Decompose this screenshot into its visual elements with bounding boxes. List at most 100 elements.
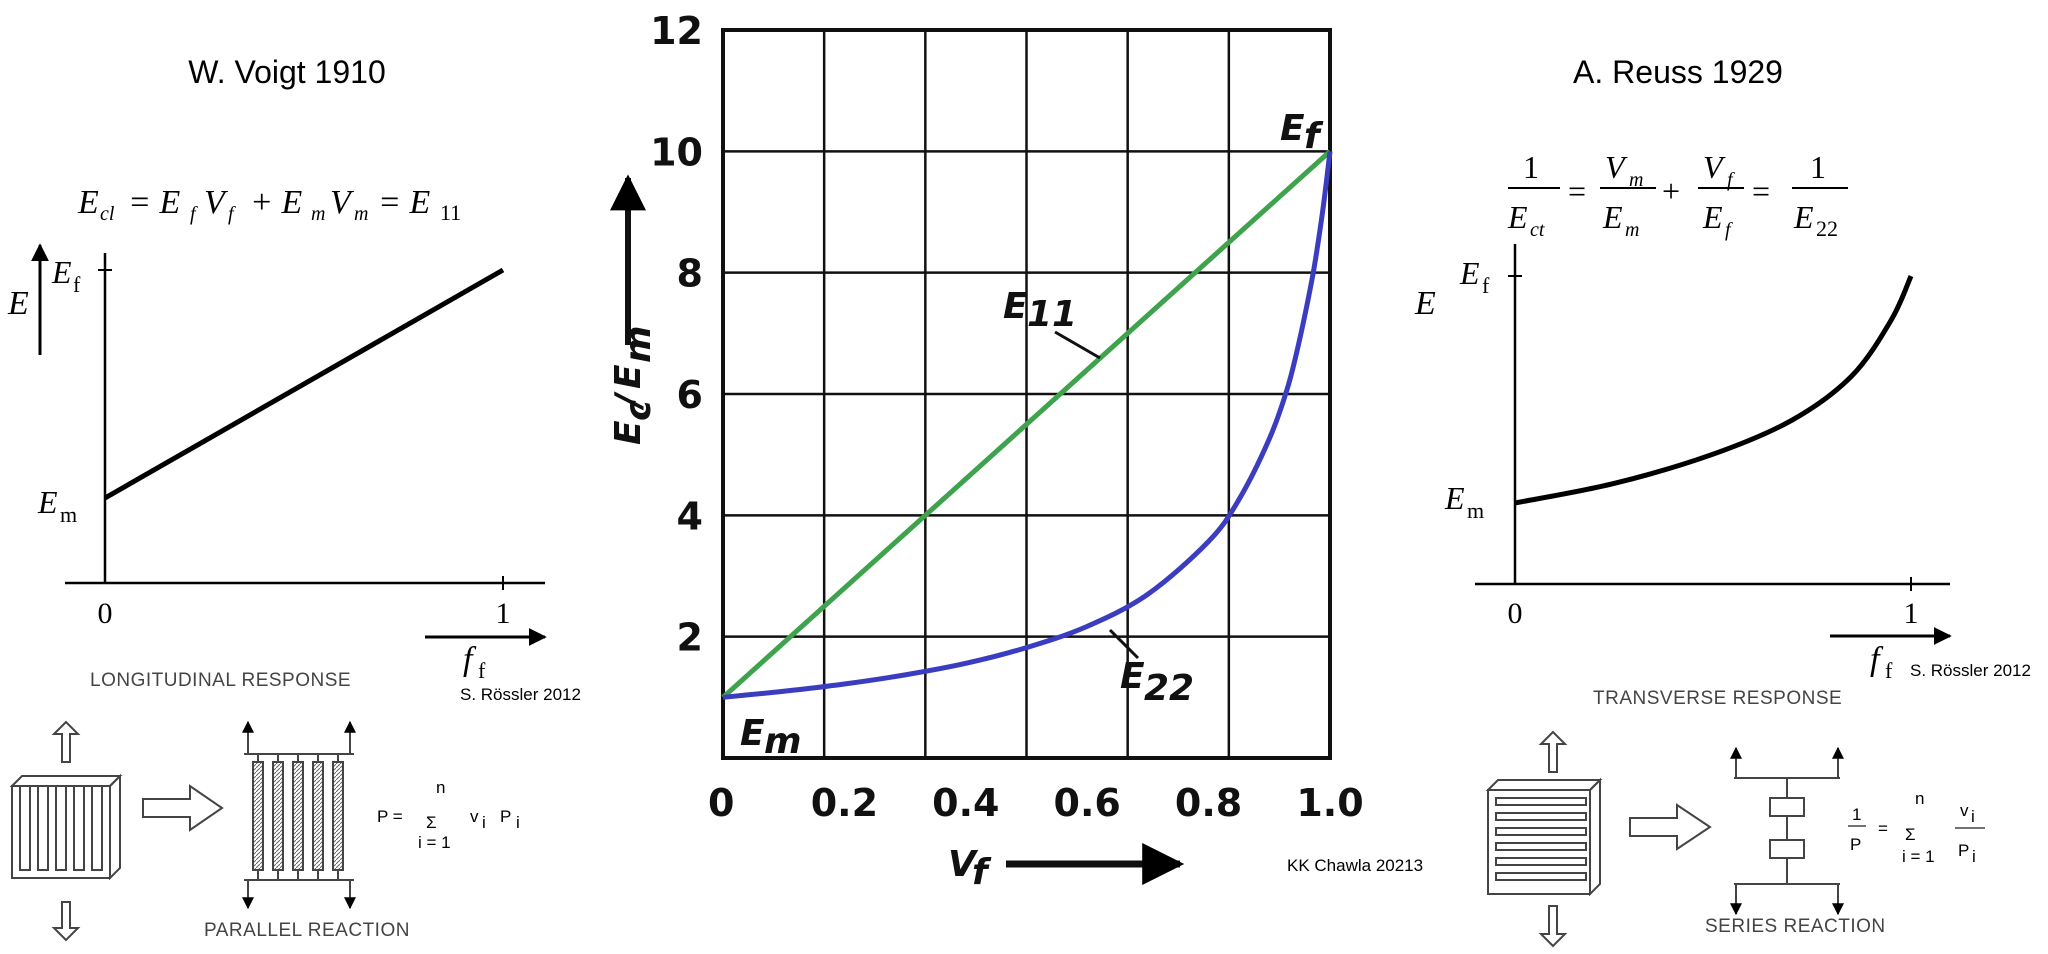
- reuss-x-label: f: [1870, 641, 1884, 678]
- y-tick-label: 10: [650, 130, 703, 174]
- svg-text:P: P: [500, 807, 511, 826]
- parallel-reaction-label: PARALLEL REACTION: [204, 920, 410, 941]
- y-tick-label: 12: [650, 9, 703, 53]
- label-Em: E: [740, 713, 765, 754]
- fiber-block-icon: [9, 773, 123, 881]
- chawla-credit: KK Chawla 20213: [1287, 856, 1423, 875]
- svg-text:f: f: [1304, 116, 1324, 157]
- svg-text:V: V: [204, 184, 229, 221]
- svg-text:V: V: [330, 184, 355, 221]
- voigt-credit: S. Rössler 2012: [460, 685, 581, 704]
- reuss-sum-formula: 1 P = n Σ i = 1 v i P i: [1848, 789, 1985, 866]
- svg-text:n: n: [1915, 789, 1924, 808]
- reuss-curve: [1514, 275, 1914, 506]
- series-reaction-icon: [1730, 746, 1844, 916]
- reuss-panel: A. Reuss 1929 1 E ct = V m E m + V f E f…: [1414, 54, 2031, 948]
- svg-text:+ E: + E: [250, 184, 302, 221]
- svg-text:=: =: [1878, 819, 1888, 838]
- x-tick-label: 0.8: [1175, 781, 1242, 825]
- svg-text:=: =: [1568, 173, 1586, 209]
- svg-text:i: i: [482, 813, 486, 832]
- voigt-ef-label: E: [51, 254, 72, 290]
- svg-text:= E: = E: [128, 184, 180, 221]
- svg-text:i = 1: i = 1: [1902, 847, 1935, 866]
- voigt-response-title: LONGITUDINAL RESPONSE: [90, 670, 351, 691]
- x-tick-label: 0.2: [811, 781, 878, 825]
- x-tick-label: 0.4: [932, 781, 999, 825]
- voigt-sum-formula: P = n Σ i = 1 v i P i: [377, 778, 520, 852]
- svg-text:f: f: [1725, 219, 1733, 241]
- svg-text:f: f: [190, 203, 198, 225]
- svg-text:m: m: [60, 502, 77, 527]
- svg-text:m: m: [1625, 219, 1639, 241]
- series-E22: [722, 151, 1333, 700]
- label-E22: E: [1120, 656, 1145, 697]
- right-arrow-icon: [142, 784, 224, 832]
- svg-text:i: i: [516, 813, 520, 832]
- x-tick-label: 0: [708, 781, 734, 825]
- svg-text:f: f: [228, 203, 236, 225]
- svg-text:n: n: [436, 778, 445, 797]
- svg-text:m: m: [764, 721, 802, 762]
- svg-text:= E: = E: [378, 184, 430, 221]
- reuss-em-label: E: [1444, 480, 1465, 516]
- label-E11: E: [1003, 286, 1028, 327]
- svg-text:m: m: [1467, 498, 1484, 523]
- svg-text:E: E: [608, 420, 649, 445]
- reuss-x0-label: 0: [1508, 597, 1523, 630]
- svg-text:f: f: [1885, 658, 1893, 683]
- svg-text:V: V: [1703, 149, 1726, 185]
- voigt-panel: W. Voigt 1910 E cl = E f V f + E m V m =…: [7, 54, 581, 942]
- svg-text:ct: ct: [1530, 219, 1545, 241]
- svg-text:E: E: [608, 364, 649, 389]
- svg-text:E: E: [77, 184, 99, 221]
- reuss-x1-label: 1: [1904, 597, 1919, 630]
- voigt-x1-label: 1: [496, 597, 511, 630]
- svg-text:E: E: [1793, 199, 1814, 235]
- svg-text:E: E: [1507, 199, 1528, 235]
- svg-text:i: i: [1972, 847, 1976, 866]
- svg-text:m: m: [311, 203, 325, 225]
- svg-text:=: =: [1752, 173, 1770, 209]
- svg-text:m: m: [618, 325, 659, 363]
- svg-text:P: P: [1958, 841, 1969, 860]
- y-tick-label: 4: [677, 494, 703, 538]
- reuss-y-label: E: [1414, 285, 1436, 322]
- reuss-equation: 1 E ct = V m E m + V f E f = 1 E 22: [1507, 149, 1848, 241]
- up-arrow-icon: [1538, 730, 1568, 773]
- center-x-label: V: [948, 844, 979, 885]
- E11-leader: [1054, 330, 1101, 360]
- svg-text:E: E: [1602, 199, 1623, 235]
- svg-text:v: v: [470, 807, 479, 826]
- voigt-curve: [103, 267, 505, 501]
- series-reaction-label: SERIES REACTION: [1705, 916, 1886, 937]
- svg-text:+: +: [1662, 173, 1680, 209]
- down-arrow-icon: [51, 901, 81, 942]
- svg-text:P: P: [1850, 835, 1861, 854]
- y-tick-label: 6: [677, 373, 703, 417]
- svg-text:22: 22: [1816, 216, 1838, 241]
- svg-text:f: f: [972, 852, 992, 893]
- reuss-credit: S. Rössler 2012: [1910, 661, 2031, 680]
- svg-text:f: f: [478, 658, 486, 683]
- plot-frame: [721, 28, 1332, 760]
- svg-text:22: 22: [1144, 668, 1194, 709]
- voigt-em-label: E: [37, 484, 58, 520]
- svg-text:cl: cl: [100, 203, 115, 225]
- up-arrow-icon: [51, 720, 81, 763]
- down-arrow-icon: [1538, 905, 1568, 948]
- svg-text:Σ: Σ: [426, 813, 437, 832]
- svg-text:V: V: [1605, 149, 1628, 185]
- svg-text:v: v: [1960, 801, 1969, 820]
- voigt-x-label: f: [463, 641, 477, 678]
- svg-text:c: c: [618, 400, 659, 421]
- voigt-x0-label: 0: [98, 597, 113, 630]
- parallel-reaction-icon: [242, 720, 356, 910]
- svg-text:P =: P =: [377, 807, 403, 826]
- svg-text:m: m: [354, 203, 368, 225]
- layered-block-icon: [1485, 777, 1603, 897]
- voigt-equation: E cl = E f V f + E m V m = E 11: [77, 184, 461, 225]
- voigt-title: W. Voigt 1910: [188, 54, 385, 90]
